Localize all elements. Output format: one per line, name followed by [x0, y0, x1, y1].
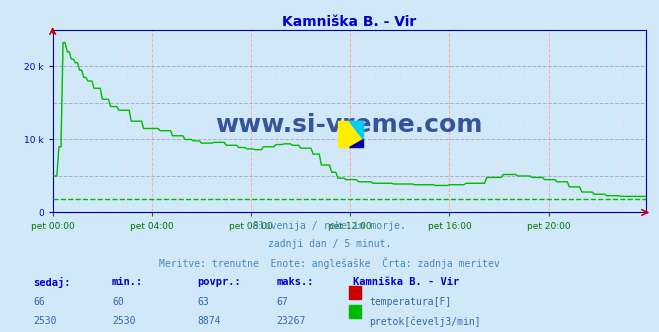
Text: zadnji dan / 5 minut.: zadnji dan / 5 minut. — [268, 239, 391, 249]
Text: 67: 67 — [277, 297, 289, 307]
Text: 2530: 2530 — [33, 316, 57, 326]
Text: 8874: 8874 — [198, 316, 221, 326]
Bar — [338, 121, 362, 147]
Text: maks.:: maks.: — [277, 277, 314, 287]
Text: 23267: 23267 — [277, 316, 306, 326]
Polygon shape — [349, 139, 362, 147]
Text: Kamniška B. - Vir: Kamniška B. - Vir — [353, 277, 459, 287]
Text: Meritve: trenutne  Enote: anglešaške  Črta: zadnja meritev: Meritve: trenutne Enote: anglešaške Črta… — [159, 257, 500, 269]
Text: 66: 66 — [33, 297, 45, 307]
Polygon shape — [349, 121, 362, 139]
Text: min.:: min.: — [112, 277, 143, 287]
Text: www.si-vreme.com: www.si-vreme.com — [215, 113, 483, 137]
Text: sedaj:: sedaj: — [33, 277, 71, 288]
Text: 2530: 2530 — [112, 316, 136, 326]
Text: 63: 63 — [198, 297, 210, 307]
Text: temperatura[F]: temperatura[F] — [369, 297, 451, 307]
Text: povpr.:: povpr.: — [198, 277, 241, 287]
Text: pretok[čevelj3/min]: pretok[čevelj3/min] — [369, 316, 480, 327]
Text: 60: 60 — [112, 297, 124, 307]
Title: Kamniška B. - Vir: Kamniška B. - Vir — [282, 15, 416, 29]
Text: Slovenija / reke in morje.: Slovenija / reke in morje. — [253, 221, 406, 231]
